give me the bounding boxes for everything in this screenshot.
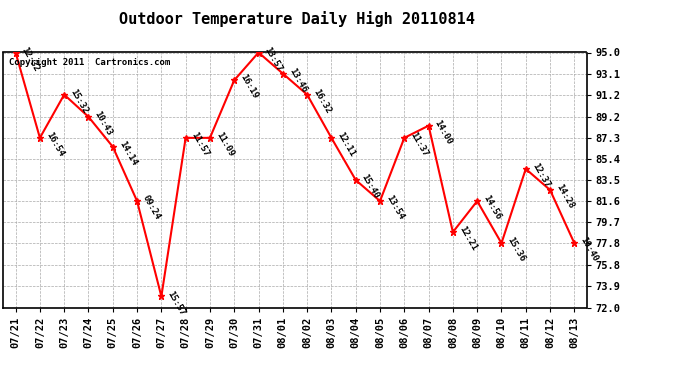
Text: 15:36: 15:36 bbox=[506, 236, 527, 264]
Text: 12:21: 12:21 bbox=[457, 225, 478, 253]
Text: Outdoor Temperature Daily High 20110814: Outdoor Temperature Daily High 20110814 bbox=[119, 11, 475, 27]
Text: 13:46: 13:46 bbox=[287, 66, 308, 94]
Text: 09:24: 09:24 bbox=[141, 194, 162, 222]
Text: Copyright 2011  Cartronics.com: Copyright 2011 Cartronics.com bbox=[9, 58, 170, 67]
Text: 11:37: 11:37 bbox=[408, 130, 430, 158]
Text: 13:54: 13:54 bbox=[384, 194, 406, 222]
Text: 15:57: 15:57 bbox=[166, 289, 187, 317]
Text: 10:40: 10:40 bbox=[578, 236, 600, 264]
Text: 11:57: 11:57 bbox=[190, 130, 211, 158]
Text: 16:54: 16:54 bbox=[44, 130, 66, 158]
Text: 16:19: 16:19 bbox=[239, 73, 259, 101]
Text: 11:09: 11:09 bbox=[214, 130, 235, 158]
Text: 14:56: 14:56 bbox=[482, 194, 502, 222]
Text: 15:40: 15:40 bbox=[360, 173, 381, 201]
Text: 14:28: 14:28 bbox=[554, 183, 575, 210]
Text: 12:37: 12:37 bbox=[530, 162, 551, 189]
Text: 14:14: 14:14 bbox=[117, 140, 138, 167]
Text: 14:00: 14:00 bbox=[433, 118, 454, 146]
Text: 15:32: 15:32 bbox=[68, 87, 90, 115]
Text: 16:32: 16:32 bbox=[311, 87, 333, 115]
Text: 12:32: 12:32 bbox=[20, 45, 41, 73]
Text: 12:11: 12:11 bbox=[335, 130, 357, 158]
Text: 10:43: 10:43 bbox=[92, 110, 114, 137]
Text: 13:57: 13:57 bbox=[263, 45, 284, 73]
